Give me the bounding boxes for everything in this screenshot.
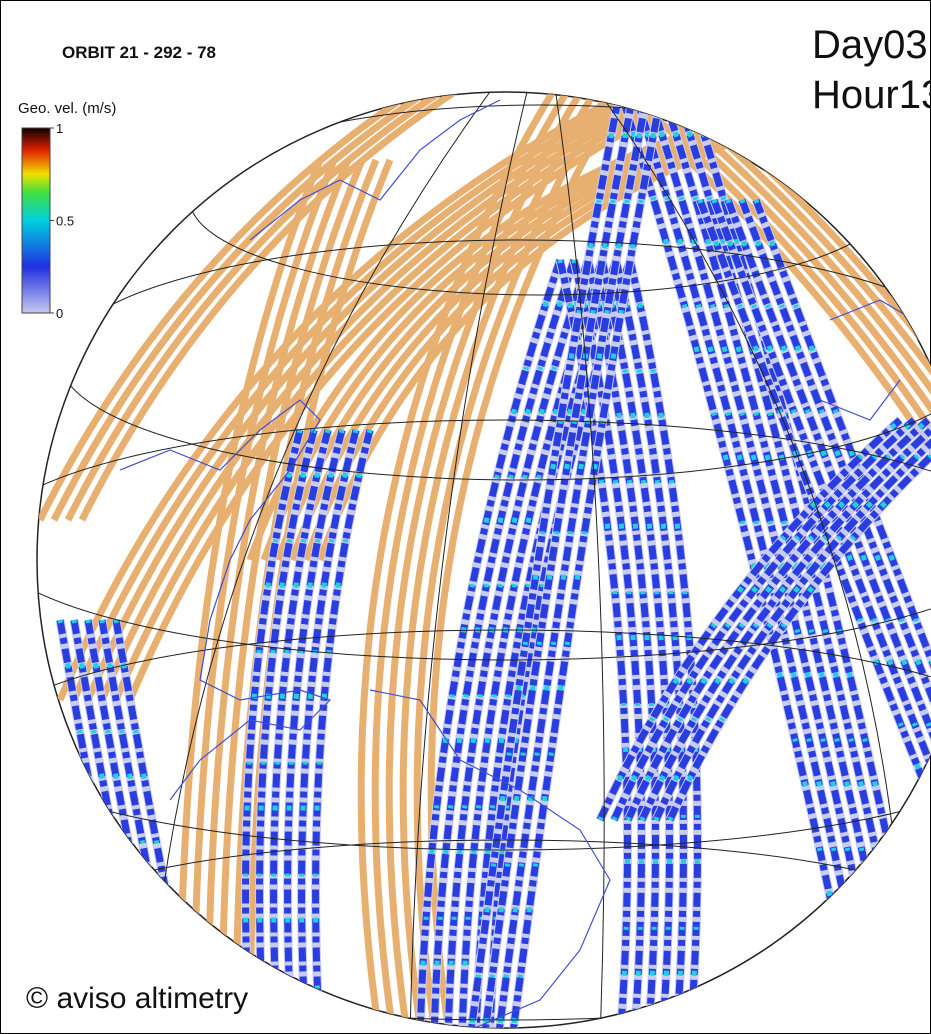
credit: © aviso altimetry (26, 982, 248, 1015)
orbit-title: ORBIT 21 - 292 - 78 (62, 43, 216, 62)
colorbar-label: Geo. vel. (m/s) (18, 100, 116, 117)
colorbar-tick-label: 1 (56, 121, 63, 136)
colorbar-tick-label: 0.5 (56, 214, 74, 229)
day-label: Day03 (812, 23, 928, 67)
hour-label: Hour13 (812, 73, 931, 117)
colorbar (22, 128, 50, 313)
map-figure: ORBIT 21 - 292 - 78 Day03 Hour13 Geo. ve… (0, 0, 931, 1034)
colorbar-tick-label: 0 (56, 306, 63, 321)
